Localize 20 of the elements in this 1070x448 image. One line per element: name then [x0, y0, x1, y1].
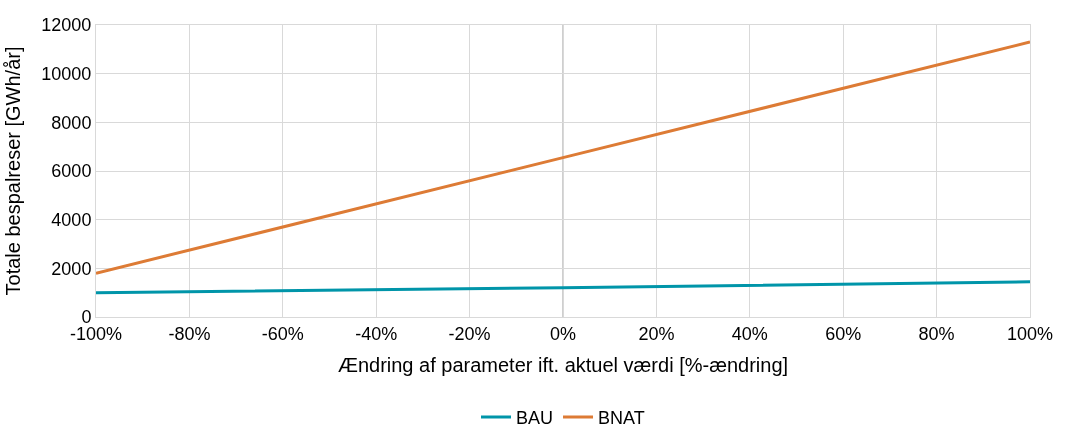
- y-tick-label: 6000: [51, 161, 92, 182]
- x-tick-label: 20%: [638, 323, 675, 344]
- y-tick-label: 8000: [51, 112, 92, 133]
- y-tick-label: 2000: [51, 258, 92, 279]
- x-tick-label: 60%: [825, 323, 862, 344]
- y-tick-label: 12000: [41, 15, 92, 36]
- x-tick-label: 0%: [549, 323, 577, 344]
- x-tick-label: 100%: [1006, 323, 1054, 344]
- y-tick-label: 10000: [41, 63, 92, 84]
- x-tick-label: -40%: [355, 323, 398, 344]
- x-tick-label: 40%: [731, 323, 768, 344]
- y-axis-title: Totale bespalreser [GWh/år]: [1, 46, 24, 296]
- legend-label: BNAT: [598, 407, 645, 428]
- x-tick-label: -20%: [448, 323, 491, 344]
- x-tick-label: -60%: [261, 323, 304, 344]
- x-tick-label: 80%: [918, 323, 955, 344]
- y-tick-label: 4000: [51, 209, 92, 230]
- x-tick-label: -80%: [168, 323, 211, 344]
- x-axis-title: Ændring af parameter ift. aktuel værdi [%-ændring]: [337, 354, 789, 377]
- legend-label: BAU: [516, 407, 554, 428]
